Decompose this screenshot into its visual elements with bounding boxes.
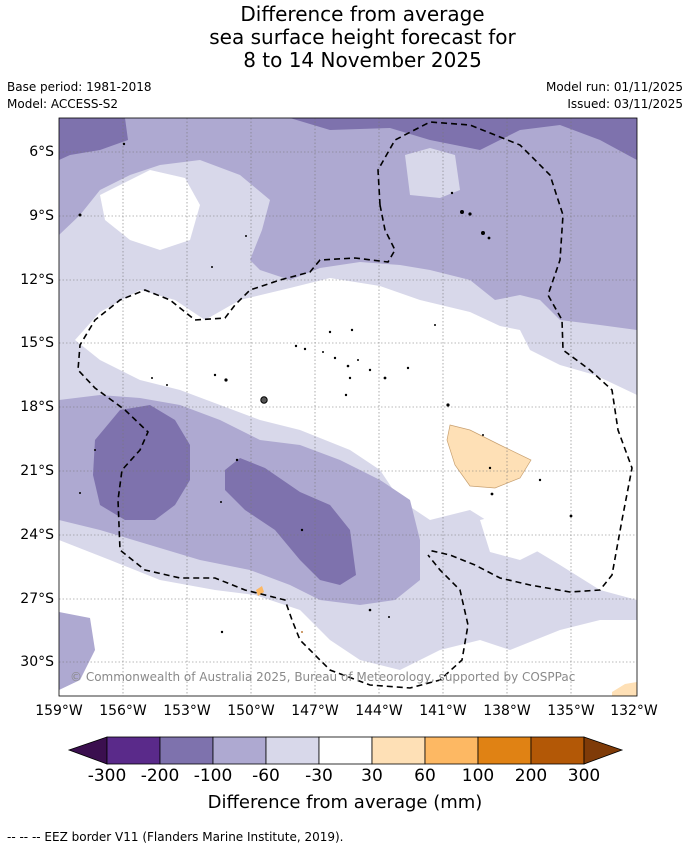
colorbar-bin-pos-30 [371,736,426,765]
strong-negative-region-west [93,405,190,520]
model-info: Base period: 1981-2018 Model: ACCESS-S2 [7,79,152,113]
colorbar [67,736,624,765]
lat-tick-label: 9°S [29,208,54,224]
lon-tick-label: 159°W [35,703,83,719]
issued-date: Issued: 03/11/2025 [567,97,683,111]
strong-negative-region-central [225,458,356,585]
lon-tick-label: 150°W [227,703,275,719]
light-patch-ne [405,148,460,198]
eez-border [77,121,633,689]
model-name: Model: ACCESS-S2 [7,97,119,111]
lon-tick-label: 144°W [355,703,403,719]
colorbar-title: Difference from average (mm) [207,792,483,813]
colorbar-label: -30 [305,766,333,786]
eez-legend: -- -- -- EEZ border V11 (Flanders Marine… [7,830,344,844]
colorbar-label: 30 [361,766,383,786]
eez-border-northern-cooks [77,204,469,689]
colorbar-bin-pos-200 [530,736,585,765]
title-line-1: Difference from average [240,2,485,26]
lat-tick-label: 30°S [20,654,54,670]
lon-tick-label: 141°W [419,703,467,719]
colorbar-label: 100 [461,766,495,786]
lat-tick-label: 18°S [20,399,54,415]
eez-border-kiribati-line [377,121,633,593]
white-patch-ne [480,515,550,560]
colorbar-bin-pos-100 [477,736,532,765]
colorbar-label: 200 [514,766,548,786]
lat-tick-label: 12°S [20,272,54,288]
colorbar-bin-pos-60 [424,736,479,765]
lat-tick-label: 21°S [20,463,54,479]
colorbar-bin-neg-60 [265,736,320,765]
lon-tick-label: 138°W [483,703,531,719]
light-patch-nw [195,242,228,262]
lon-tick-label: 147°W [291,703,339,719]
colorbar-bin-neutral [318,736,373,765]
model-run: Model run: 01/11/2025 [545,80,683,94]
positive-anomaly-patch-east [446,424,532,489]
lon-tick-label: 153°W [163,703,211,719]
neutral-region-south [59,540,637,696]
colorbar-extend-low [67,736,108,765]
colorbar-extend-high [583,736,624,765]
colorbar-label: 60 [414,766,436,786]
lat-tick-label: 6°S [29,144,54,160]
positive-anomaly-patch-small [256,586,264,596]
colorbar-bin-neg-100 [212,736,267,765]
title-line-3: 8 to 14 November 2025 [243,48,482,72]
base-period: Base period: 1981-2018 [7,80,152,94]
strong-negative-region-northeast [290,118,637,160]
lat-tick-label: 15°S [20,335,54,351]
colorbar-label: -60 [252,766,280,786]
colorbar-label: 300 [567,766,601,786]
map-area [59,118,637,696]
map-frame [58,117,638,697]
lat-tick-label: 27°S [20,591,54,607]
colorbar-bin-neg-300 [106,736,161,765]
lon-tick-label: 135°W [547,703,595,719]
map-title: Difference from average sea surface heig… [0,3,690,72]
lat-tick-label: 24°S [20,527,54,543]
positive-anomaly-patch-southeast [612,682,637,696]
lon-tick-label: 132°W [610,703,658,719]
colorbar-label: -100 [193,766,233,786]
copyright-notice: © Commonwealth of Australia 2025, Bureau… [70,670,576,684]
moderate-negative-region-southwest [59,612,95,690]
moderate-negative-region-north [59,118,637,330]
islands [78,142,573,634]
title-line-2: sea surface height forecast for [209,25,516,49]
strong-negative-region-north [59,118,128,160]
colorbar-label: -200 [140,766,180,786]
colorbar-label: -300 [87,766,127,786]
lon-tick-label: 156°W [99,703,147,719]
neutral-region-northwest [100,170,200,250]
colorbar-bin-neg-200 [159,736,214,765]
run-info: Model run: 01/11/2025 Issued: 03/11/2025 [546,79,683,113]
